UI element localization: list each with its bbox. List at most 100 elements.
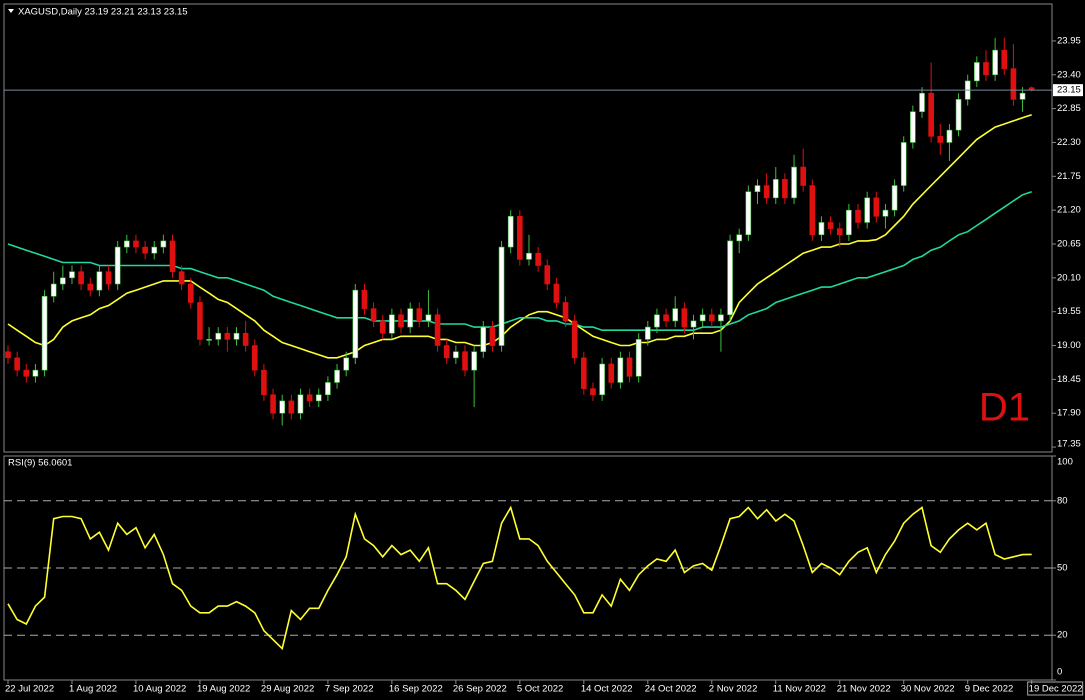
candle-body bbox=[105, 271, 112, 285]
x-tick-label: 19 Aug 2022 bbox=[197, 684, 250, 695]
candle-body bbox=[654, 314, 660, 328]
candle-body bbox=[553, 283, 560, 303]
candle-body bbox=[1010, 68, 1017, 100]
candle-body bbox=[690, 320, 697, 328]
y-tick-label: 19.55 bbox=[1057, 306, 1081, 317]
current-price-box bbox=[1053, 84, 1083, 97]
candle-body bbox=[608, 363, 615, 383]
candle-body bbox=[498, 246, 505, 346]
y-tick-label: 80 bbox=[1057, 495, 1068, 506]
x-tick-label: 11 Nov 2022 bbox=[773, 684, 826, 695]
candle-body bbox=[983, 62, 989, 76]
y-tick-label: 19.00 bbox=[1057, 340, 1081, 351]
candle-body bbox=[763, 185, 770, 199]
candle-body bbox=[681, 308, 688, 328]
moving-average bbox=[7, 190, 1032, 331]
candle-body bbox=[169, 240, 176, 272]
candle-body bbox=[188, 283, 194, 303]
x-tick-label: 1 Aug 2022 bbox=[69, 684, 117, 695]
candle-body bbox=[114, 246, 121, 285]
x-tick-label: 26 Sep 2022 bbox=[453, 684, 507, 695]
candle-body bbox=[489, 326, 496, 346]
candle-body bbox=[782, 179, 788, 199]
candle-body bbox=[87, 283, 94, 291]
x-tick-label: 29 Aug 2022 bbox=[261, 684, 314, 695]
candle-body bbox=[800, 166, 806, 186]
x-tick-label: 9 Dec 2022 bbox=[965, 684, 1014, 695]
y-tick-label: 22.85 bbox=[1057, 103, 1081, 114]
candle-body bbox=[279, 400, 286, 414]
candle-body bbox=[1001, 49, 1008, 69]
candle-body bbox=[242, 332, 249, 346]
candle-body bbox=[882, 209, 889, 217]
y-tick-label: 17.90 bbox=[1057, 408, 1081, 419]
candle-body bbox=[60, 277, 66, 285]
candle-body bbox=[133, 240, 139, 248]
candle-body bbox=[69, 271, 75, 279]
candle-body bbox=[178, 271, 185, 285]
x-tick-label: 14 Oct 2022 bbox=[581, 684, 633, 695]
candle-body bbox=[334, 369, 340, 383]
candle-body bbox=[846, 209, 852, 236]
x-tick-label: 2 Nov 2022 bbox=[709, 684, 758, 695]
candle-body bbox=[5, 351, 11, 359]
y-tick-label: 20.10 bbox=[1057, 272, 1081, 283]
x-tick-label: 10 Aug 2022 bbox=[133, 684, 186, 695]
candle-body bbox=[827, 222, 834, 229]
candle-body bbox=[370, 308, 377, 322]
candle-body bbox=[197, 302, 203, 340]
candle-body bbox=[50, 283, 57, 297]
y-tick-label: 50 bbox=[1057, 563, 1068, 574]
candle-body bbox=[535, 252, 541, 266]
menu-triangle bbox=[8, 9, 14, 13]
candle-body bbox=[23, 369, 30, 377]
candle-body bbox=[581, 357, 587, 389]
candle-body bbox=[708, 314, 715, 322]
x-tick-label: 16 Sep 2022 bbox=[389, 684, 443, 695]
candle-body bbox=[873, 197, 880, 217]
candle-body bbox=[471, 351, 477, 371]
candle-body bbox=[635, 339, 642, 377]
candle-body bbox=[352, 289, 359, 359]
candle-body bbox=[791, 166, 797, 199]
x-tick-label: 7 Sep 2022 bbox=[325, 684, 374, 695]
candle-body bbox=[462, 351, 468, 371]
y-tick-label: 23.95 bbox=[1057, 35, 1081, 46]
candle-body bbox=[315, 394, 322, 402]
candle-body bbox=[836, 228, 843, 236]
candle-body bbox=[992, 49, 998, 76]
y-tick-label: 22.30 bbox=[1057, 137, 1081, 148]
candle-body bbox=[151, 246, 158, 254]
candle-body bbox=[443, 345, 450, 359]
watermark: D1 bbox=[979, 386, 1030, 430]
candle-body bbox=[617, 357, 624, 383]
y-tick-label: 21.75 bbox=[1057, 171, 1081, 182]
chart-title: XAGUSD,Daily 23.19 23.21 23.13 23.15 bbox=[18, 7, 188, 18]
candle-body bbox=[297, 394, 304, 414]
current-price-label: 23.15 bbox=[1057, 85, 1081, 96]
candle-body bbox=[910, 111, 916, 143]
candle-body bbox=[325, 382, 331, 396]
candle-body bbox=[891, 185, 898, 211]
candle-body bbox=[974, 62, 980, 82]
candle-body bbox=[270, 394, 276, 414]
candle-body bbox=[32, 369, 39, 377]
candle-body bbox=[425, 314, 432, 322]
candle-body bbox=[590, 388, 596, 396]
candle-body bbox=[937, 136, 944, 143]
candle-body bbox=[772, 179, 779, 199]
x-tick-label: 19 Dec 2022 bbox=[1029, 684, 1083, 695]
candle-body bbox=[251, 345, 258, 371]
x-tick-label: 5 Oct 2022 bbox=[517, 684, 563, 695]
candle-body bbox=[306, 394, 313, 402]
candle-body bbox=[599, 363, 605, 396]
candle-body bbox=[14, 357, 20, 371]
candle-body bbox=[142, 246, 148, 254]
candle-body bbox=[361, 289, 368, 309]
candle-body bbox=[78, 271, 84, 285]
candle-body bbox=[507, 216, 514, 248]
candle-body bbox=[288, 400, 295, 414]
moving-average bbox=[7, 114, 1032, 359]
